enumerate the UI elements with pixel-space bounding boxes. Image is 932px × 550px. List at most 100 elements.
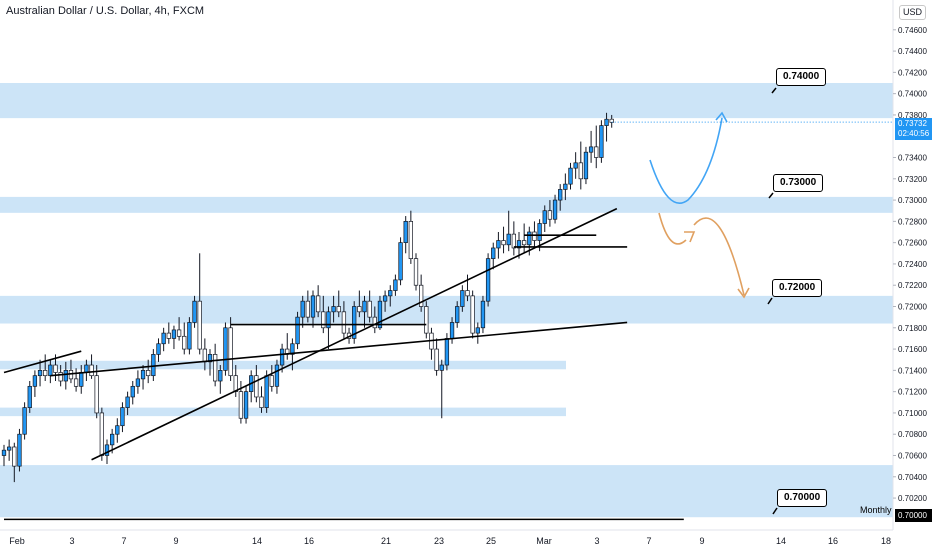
candle-body-12 [63,370,68,382]
candle-body-76 [393,279,398,291]
candle-body-14 [73,378,79,387]
candle-body-62 [321,311,326,329]
candle-body-24 [125,396,130,408]
candle-body-42 [218,370,223,382]
candle-body-4 [22,407,27,435]
x-tick-label-5: 16 [304,536,314,546]
y-tick-label-21: 0.70200 [898,494,927,503]
candle-body-104 [537,223,542,241]
candle-body-58 [300,300,305,318]
candle-body-92 [475,327,480,334]
y-tick-label-11: 0.72200 [898,281,927,290]
trendline-1 [91,207,618,461]
candle-body-60 [310,295,316,318]
candle-body-105 [542,210,547,224]
zone-5 [0,465,893,518]
y-tick-label-4: 0.73800 [898,111,927,120]
candle-body-29 [151,354,156,377]
forecast-down-arrowhead-1 [684,231,696,243]
x-tick-label-6: 21 [381,536,391,546]
candle-body-50 [259,396,264,408]
candle-body-97 [501,240,506,246]
time-axis: Feb 3 7 9 14 16 21 23 25 Mar 3 7 9 14 16 18 [9,536,891,546]
candle-body-28 [146,370,151,377]
candle-body-102 [527,231,532,246]
level-label-0.74000: 0.74000 [776,68,827,86]
forecast-arrows [611,111,893,299]
current-price-tag: 0.73732 02:40:56 [895,118,932,140]
candle-body-66 [341,311,347,334]
candle-body-46 [238,391,244,419]
x-tick-label-2: 7 [121,536,126,546]
candle-body-107 [552,199,558,220]
candle-body-20 [104,444,110,456]
candle-body-111 [573,162,578,169]
label-pointer-2 [767,297,773,305]
y-tick-label-6: 0.73200 [898,175,927,184]
candle-body-81 [419,284,424,307]
candle-body-49 [254,375,259,398]
candle-body-7 [37,370,43,377]
y-tick-label-17: 0.71000 [898,409,927,418]
y-tick-label-14: 0.71600 [898,345,927,354]
candle-body-96 [496,240,501,249]
candle-body-80 [413,258,419,286]
candle-body-109 [563,183,568,190]
chart-title: Australian Dollar / U.S. Dollar, 4h, FXC… [6,5,205,17]
candle-body-69 [357,306,362,313]
level-label-0.73000: 0.73000 [773,174,824,192]
bar-countdown: 02:40:56 [898,129,930,138]
candle-body-10 [53,364,58,373]
candle-body-77 [398,242,403,281]
candle-body-17 [89,364,94,377]
candle-body-16 [84,364,89,373]
candle-body-22 [115,425,120,435]
candle-body-53 [274,364,280,387]
candle-body-27 [140,370,146,380]
candle-body-3 [17,433,22,467]
candle-body-31 [161,332,166,345]
y-tick-label-8: 0.72800 [898,217,927,226]
candle-body-99 [511,233,516,249]
forecast-down-curve-1 [658,212,687,245]
y-tick-label-15: 0.71400 [898,366,927,375]
candle-body-35 [182,335,187,350]
x-tick-label-3: 9 [173,536,178,546]
x-tick-label-8: 25 [486,536,496,546]
currency-button[interactable]: USD [899,5,926,20]
candle-body-43 [223,327,228,371]
candle-body-112 [578,162,583,180]
candle-body-98 [506,233,511,246]
candle-body-38 [197,300,202,350]
candle-body-9 [48,364,53,377]
candle-body-61 [316,295,321,313]
monthly-price-tag: 0.70000 [895,509,932,522]
candle-body-74 [382,295,388,302]
candle-body-18 [94,375,99,414]
candle-body-19 [99,412,105,456]
y-tick-label-3: 0.74000 [898,90,927,99]
candle-body-79 [408,221,413,259]
monthly-label: Monthly [860,505,892,515]
y-tick-label-7: 0.73000 [898,196,927,205]
candle-body-52 [269,375,274,387]
candle-body-45 [233,375,238,392]
x-tick-label-12: 9 [699,536,704,546]
candle-body-116 [599,125,604,158]
y-tick-label-18: 0.70800 [898,430,927,439]
candle-body-84 [434,348,439,371]
zone-1 [0,196,893,213]
candle-body-36 [187,322,192,350]
candle-body-90 [465,290,470,297]
candle-body-54 [279,348,285,366]
zone-4 [0,407,566,417]
candle-body-26 [135,378,141,387]
candle-body-64 [331,306,336,313]
candle-body-91 [470,295,475,334]
forecast-up-arrowhead [715,111,728,123]
x-tick-label-11: 7 [646,536,651,546]
y-tick-label-5: 0.73400 [898,154,927,163]
candle-body-8 [43,370,48,377]
zone-2 [0,295,893,324]
